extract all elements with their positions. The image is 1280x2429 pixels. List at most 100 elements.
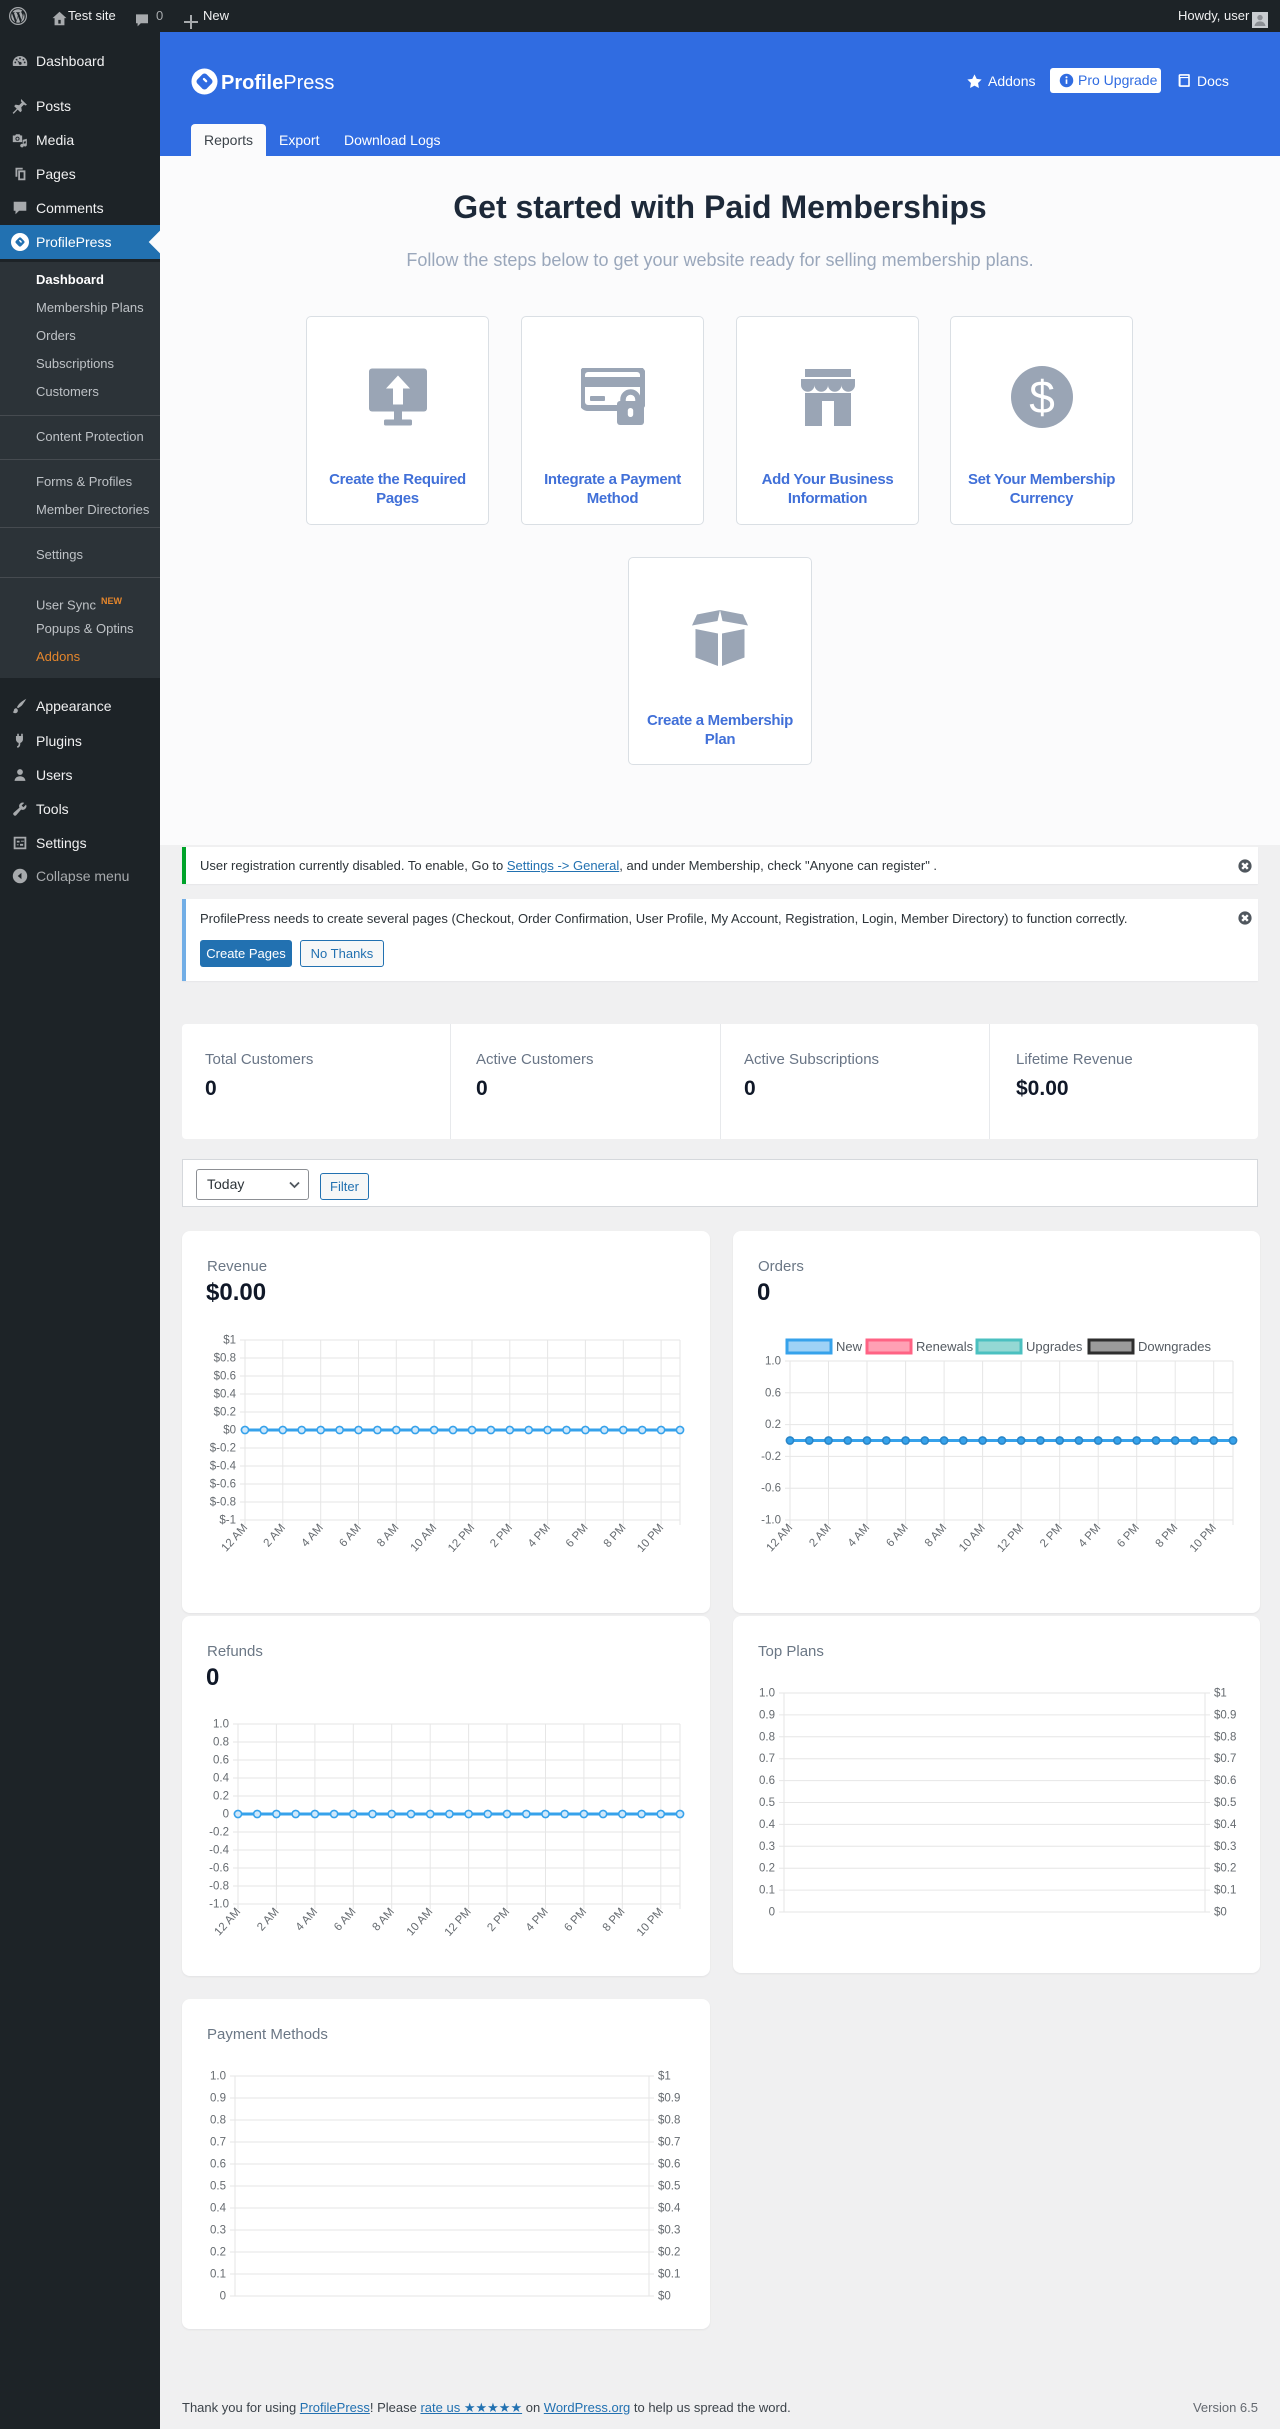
svg-text:1.0: 1.0 — [213, 1719, 229, 1731]
svg-text:-0.8: -0.8 — [209, 1881, 229, 1893]
svg-text:0.6: 0.6 — [210, 2159, 226, 2171]
svg-text:$0.4: $0.4 — [658, 2203, 681, 2215]
svg-text:12 AM: 12 AM — [764, 1522, 795, 1554]
svg-text:$1: $1 — [1214, 1688, 1227, 1700]
svg-text:$0.4: $0.4 — [1214, 1819, 1237, 1831]
svg-text:8 AM: 8 AM — [923, 1522, 949, 1550]
svg-text:$0.3: $0.3 — [658, 2225, 680, 2237]
svg-text:4 PM: 4 PM — [1077, 1522, 1104, 1550]
svg-text:$-0.6: $-0.6 — [210, 1479, 236, 1491]
svg-text:4 PM: 4 PM — [526, 1522, 553, 1550]
svg-text:$1: $1 — [658, 2071, 671, 2083]
svg-text:$0.1: $0.1 — [1214, 1885, 1236, 1897]
svg-text:8 AM: 8 AM — [370, 1906, 396, 1934]
svg-text:$-0.4: $-0.4 — [210, 1461, 237, 1473]
svg-text:10 PM: 10 PM — [635, 1906, 666, 1939]
svg-text:Downgrades: Downgrades — [1138, 1339, 1211, 1354]
svg-text:$0.9: $0.9 — [1214, 1709, 1236, 1721]
svg-text:$0.2: $0.2 — [214, 1407, 236, 1419]
svg-text:2 PM: 2 PM — [1038, 1522, 1065, 1550]
svg-text:$0.3: $0.3 — [1214, 1841, 1236, 1853]
svg-text:-0.6: -0.6 — [761, 1483, 781, 1495]
svg-text:$0.8: $0.8 — [1214, 1731, 1236, 1743]
svg-text:6 PM: 6 PM — [564, 1522, 591, 1550]
svg-text:$0.4: $0.4 — [214, 1389, 237, 1401]
svg-text:2 AM: 2 AM — [255, 1906, 281, 1934]
svg-text:10 AM: 10 AM — [409, 1522, 440, 1554]
svg-text:$0.8: $0.8 — [214, 1353, 236, 1365]
svg-text:12 PM: 12 PM — [443, 1906, 474, 1939]
svg-text:4 AM: 4 AM — [299, 1522, 325, 1550]
svg-text:12 AM: 12 AM — [219, 1522, 250, 1554]
svg-text:10 AM: 10 AM — [405, 1906, 436, 1938]
svg-text:0.5: 0.5 — [759, 1797, 775, 1809]
svg-text:12 AM: 12 AM — [212, 1906, 243, 1938]
svg-text:1.0: 1.0 — [759, 1688, 775, 1700]
svg-text:$: $ — [1029, 371, 1055, 423]
svg-text:Renewals: Renewals — [916, 1339, 974, 1354]
svg-text:$-1: $-1 — [219, 1515, 236, 1527]
svg-text:6 AM: 6 AM — [332, 1906, 358, 1934]
svg-text:0: 0 — [769, 1907, 775, 1919]
svg-text:0.2: 0.2 — [759, 1863, 775, 1875]
svg-text:0.3: 0.3 — [210, 2225, 226, 2237]
svg-text:2 AM: 2 AM — [807, 1522, 833, 1550]
svg-text:8 AM: 8 AM — [375, 1522, 401, 1550]
svg-text:$0.6: $0.6 — [1214, 1775, 1236, 1787]
svg-text:6 PM: 6 PM — [1115, 1522, 1142, 1550]
svg-text:$0.6: $0.6 — [658, 2159, 680, 2171]
svg-text:-0.4: -0.4 — [209, 1845, 229, 1857]
svg-text:6 PM: 6 PM — [562, 1906, 589, 1934]
svg-text:0.2: 0.2 — [765, 1419, 781, 1431]
svg-text:0.4: 0.4 — [210, 2203, 227, 2215]
svg-text:10 AM: 10 AM — [957, 1522, 988, 1554]
svg-text:$0.6: $0.6 — [214, 1371, 236, 1383]
svg-text:-0.6: -0.6 — [209, 1863, 229, 1875]
svg-text:0.9: 0.9 — [759, 1709, 775, 1721]
svg-text:$0.2: $0.2 — [1214, 1863, 1236, 1875]
svg-text:2 PM: 2 PM — [485, 1906, 512, 1934]
svg-text:-0.2: -0.2 — [209, 1827, 229, 1839]
svg-text:$1: $1 — [223, 1335, 236, 1347]
svg-text:8 PM: 8 PM — [1154, 1522, 1181, 1550]
svg-text:0.3: 0.3 — [759, 1841, 775, 1853]
svg-text:0.2: 0.2 — [213, 1791, 229, 1803]
svg-text:$0.9: $0.9 — [658, 2093, 680, 2105]
svg-text:8 PM: 8 PM — [602, 1522, 629, 1550]
svg-text:$0.7: $0.7 — [658, 2137, 680, 2149]
svg-text:0.1: 0.1 — [759, 1885, 775, 1897]
svg-text:$-0.2: $-0.2 — [210, 1443, 236, 1455]
svg-text:0.1: 0.1 — [210, 2269, 226, 2281]
svg-text:$0: $0 — [1214, 1907, 1227, 1919]
svg-text:0.4: 0.4 — [759, 1819, 776, 1831]
svg-text:-1.0: -1.0 — [209, 1899, 229, 1911]
svg-text:1.0: 1.0 — [765, 1356, 781, 1368]
svg-text:$0: $0 — [223, 1425, 236, 1437]
svg-text:0.6: 0.6 — [765, 1387, 781, 1399]
svg-text:1.0: 1.0 — [210, 2071, 226, 2083]
svg-text:10 PM: 10 PM — [1188, 1522, 1219, 1555]
svg-text:0.7: 0.7 — [210, 2137, 226, 2149]
svg-text:0.2: 0.2 — [210, 2247, 226, 2259]
svg-text:0.4: 0.4 — [213, 1773, 230, 1785]
svg-text:-0.2: -0.2 — [761, 1451, 781, 1463]
svg-text:0: 0 — [223, 1809, 229, 1821]
svg-text:$0.2: $0.2 — [658, 2247, 680, 2259]
svg-text:Upgrades: Upgrades — [1026, 1339, 1083, 1354]
svg-text:0.7: 0.7 — [759, 1753, 775, 1765]
svg-text:2 AM: 2 AM — [262, 1522, 288, 1550]
svg-text:$0.5: $0.5 — [1214, 1797, 1236, 1809]
svg-text:0.6: 0.6 — [759, 1775, 775, 1787]
svg-text:$0.8: $0.8 — [658, 2115, 680, 2127]
svg-text:$-0.8: $-0.8 — [210, 1497, 236, 1509]
svg-text:$0: $0 — [658, 2291, 671, 2303]
svg-text:$0.7: $0.7 — [1214, 1753, 1236, 1765]
svg-text:6 AM: 6 AM — [884, 1522, 910, 1550]
svg-text:0.8: 0.8 — [210, 2115, 226, 2127]
svg-text:0.9: 0.9 — [210, 2093, 226, 2105]
svg-text:0.8: 0.8 — [759, 1731, 775, 1743]
svg-text:$0.5: $0.5 — [658, 2181, 680, 2193]
svg-text:12 PM: 12 PM — [995, 1522, 1026, 1555]
svg-text:4 AM: 4 AM — [294, 1906, 320, 1934]
svg-text:0: 0 — [220, 2291, 226, 2303]
